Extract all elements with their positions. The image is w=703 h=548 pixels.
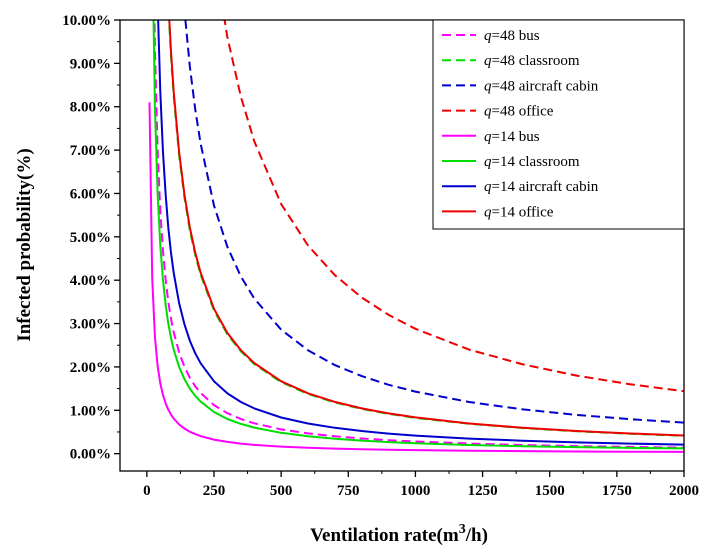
x-tick-label: 1500 [535,483,565,499]
legend-label: office [515,204,554,220]
legend-q-symbol: q [484,28,492,44]
legend-q-symbol: q [484,53,492,69]
x-tick-label: 1750 [602,483,632,499]
legend-entry: q=14 bus [484,129,540,145]
y-tick-label: 4.00% [70,273,111,289]
series-line-q48-aircraft-cabin [184,20,684,424]
y-tick-label: 10.00% [62,13,111,29]
legend-entry: q=14 aircraft cabin [484,179,599,195]
y-tick-label: 8.00% [70,100,111,116]
legend-entry: q=48 office [484,104,554,120]
series-line-q48-bus [153,20,684,449]
y-tick-label: 6.00% [70,186,111,202]
y-tick-label: 7.00% [70,143,111,159]
x-tick-label: 0 [143,483,151,499]
legend-label: aircraft cabin [515,179,599,195]
legend-entry: q=48 bus [484,28,540,44]
x-tick-label: 1000 [400,483,430,499]
legend-entry: q=48 aircraft cabin [484,78,599,94]
legend-q-value: =48 [492,28,515,44]
series-line-q14-bus [148,102,684,453]
y-tick-label: 0.00% [70,447,111,463]
x-axis-title: Ventilation rate(m3/h) [310,522,488,546]
legend-q-symbol: q [484,154,492,170]
legend-q-value: =14 [492,129,516,145]
legend-label: bus [515,28,540,44]
x-tick-label: 250 [203,483,226,499]
legend-label: aircraft cabin [515,78,599,94]
legend-entry: q=14 classroom [484,154,580,170]
legend-q-value: =14 [492,179,516,195]
legend-q-symbol: q [484,129,492,145]
legend-q-value: =48 [492,104,515,120]
series-layer [148,20,684,453]
ticks-layer: 0 250 500 750 1000 1250 1500 1750 2000 0.00% 1.00%… [62,13,699,499]
x-tick-label: 750 [337,483,360,499]
y-axis-title: Infected probability(%) [14,148,35,341]
legend-entry: q=48 classroom [484,53,580,69]
legend-label: office [515,104,554,120]
x-axis-title-superscript: 3 [459,522,466,537]
legend-q-symbol: q [484,104,492,120]
legend-q-value: =14 [492,204,516,220]
legend-label: classroom [515,53,580,69]
x-tick-label: 2000 [669,483,699,499]
y-tick-label: 2.00% [70,360,111,376]
plot-frame [119,19,685,472]
legend-q-symbol: q [484,179,492,195]
y-tick-label: 1.00% [70,403,111,419]
y-tick-label: 3.00% [70,317,111,333]
series-line-q48-office [223,20,684,393]
legend-q-symbol: q [484,78,492,94]
legend-q-value: =48 [492,78,515,94]
legend-label: classroom [515,154,580,170]
x-tick-label: 500 [270,483,293,499]
legend-q-value: =48 [492,53,515,69]
legend-q-value: =14 [492,154,516,170]
series-line-q14-aircraft-cabin [157,20,684,446]
x-tick-label: 1250 [468,483,498,499]
y-tick-label: 5.00% [70,230,111,246]
y-tick-label: 9.00% [70,56,111,72]
legend-label: bus [515,129,540,145]
series-line-q14-office [168,20,684,437]
legend-entry: q=14 office [484,204,554,220]
series-line-q14-classroom [152,20,684,450]
legend-q-symbol: q [484,204,492,220]
legend-box [432,19,685,230]
